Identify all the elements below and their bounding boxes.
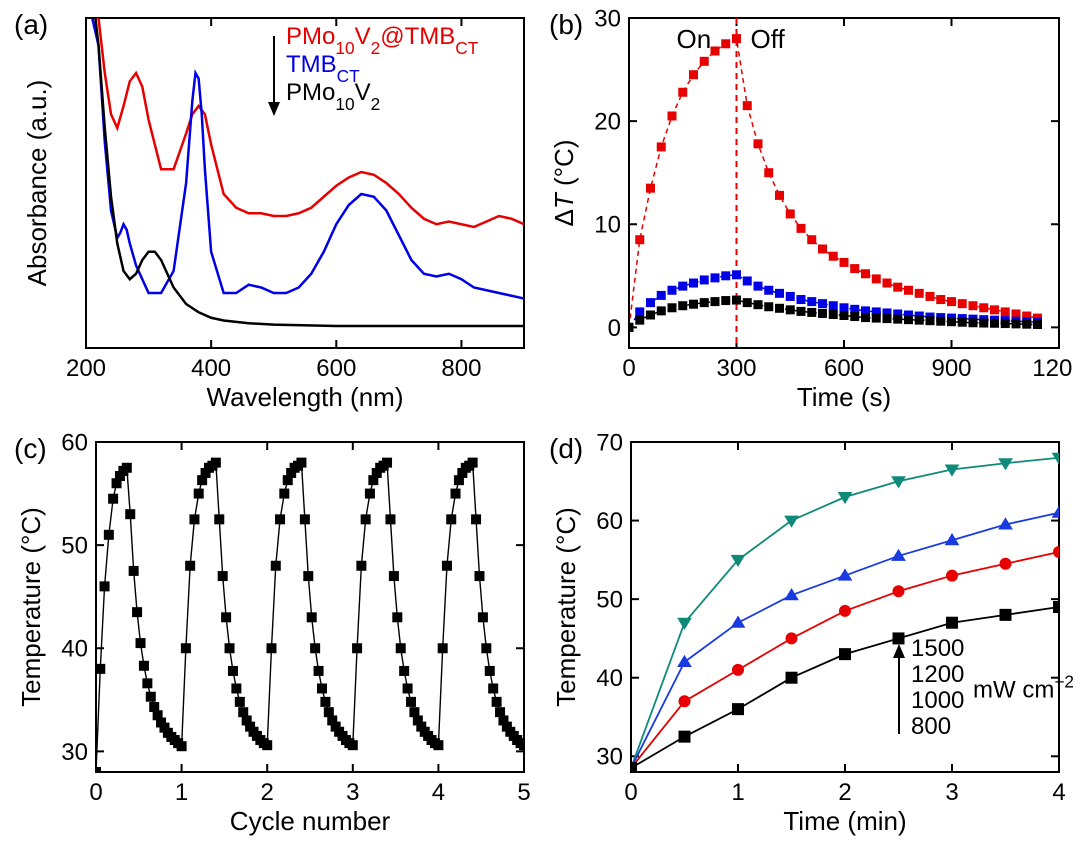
svg-text:Absorbance (a.u.): Absorbance (a.u.) (22, 80, 52, 287)
svg-text:70: 70 (596, 429, 623, 456)
svg-text:Temperature (°C): Temperature (°C) (551, 507, 581, 707)
svg-text:30: 30 (594, 5, 621, 32)
svg-text:50: 50 (61, 533, 88, 560)
svg-text:200: 200 (66, 355, 106, 382)
svg-text:0: 0 (624, 779, 637, 806)
panel-a: 200 400 600 800 Wavelength (nm) Absorbance (a… (4, 4, 539, 428)
svg-text:Time (min): Time (min) (783, 806, 906, 836)
svg-text:2: 2 (838, 779, 851, 806)
svg-text:800: 800 (441, 355, 481, 382)
svg-text:60: 60 (596, 508, 623, 535)
svg-text:10: 10 (594, 212, 621, 239)
svg-text:5: 5 (517, 779, 530, 806)
svg-text:(d): (d) (549, 433, 583, 464)
svg-text:2: 2 (261, 779, 274, 806)
svg-text:Time (s): Time (s) (797, 382, 891, 412)
svg-text:400: 400 (191, 355, 231, 382)
svg-text:600: 600 (824, 355, 864, 382)
svg-text:Wavelength (nm): Wavelength (nm) (207, 382, 404, 412)
svg-text:3: 3 (945, 779, 958, 806)
svg-text:Off: Off (751, 24, 786, 54)
svg-text:Cycle number: Cycle number (230, 806, 391, 836)
svg-text:1500: 1500 (911, 635, 964, 662)
chart-b: 0 300 600 900 1200 0 10 20 30 Time (s) ΔT (°C) On Of… (539, 4, 1073, 428)
chart-d: 0 1 2 3 4 30 40 50 60 70 Time (min) Temperature (°C… (539, 428, 1073, 852)
svg-text:(c): (c) (14, 433, 47, 464)
svg-text:50: 50 (596, 587, 623, 614)
svg-text:1200: 1200 (911, 661, 964, 688)
svg-text:1000: 1000 (911, 687, 964, 714)
svg-text:40: 40 (61, 636, 88, 663)
svg-text:1: 1 (731, 779, 744, 806)
svg-text:4: 4 (1052, 779, 1065, 806)
svg-text:800: 800 (911, 713, 951, 740)
svg-text:30: 30 (61, 739, 88, 766)
svg-text:300: 300 (716, 355, 756, 382)
svg-text:ΔT (°C): ΔT (°C) (549, 140, 579, 227)
panel-b: 0 300 600 900 1200 0 10 20 30 Time (s) ΔT (°C) On Of… (539, 4, 1074, 428)
svg-text:On: On (677, 24, 712, 54)
svg-text:4: 4 (432, 779, 445, 806)
svg-text:(b): (b) (549, 9, 583, 40)
svg-text:0: 0 (608, 315, 621, 342)
svg-text:(a): (a) (14, 9, 48, 40)
figure-grid: 200400600800Wavelength (nm)Absorbance (a… (0, 0, 1080, 856)
svg-text:1200: 1200 (1032, 355, 1073, 382)
panel-d: 0 1 2 3 4 30 40 50 60 70 Time (min) Temperature (°C… (539, 428, 1074, 852)
panel-c: 0 1 2 3 4 5 30 40 50 60 Cycle number Temperature (°… (4, 428, 539, 852)
svg-text:PMo10V2: PMo10V2 (286, 79, 380, 114)
svg-text:0: 0 (622, 355, 635, 382)
svg-text:900: 900 (931, 355, 971, 382)
svg-text:3: 3 (346, 779, 359, 806)
chart-a: 200 400 600 800 Wavelength (nm) Absorbance (a… (4, 4, 538, 428)
svg-text:30: 30 (596, 744, 623, 771)
svg-text:40: 40 (596, 665, 623, 692)
svg-text:0: 0 (89, 779, 102, 806)
chart-c: 0 1 2 3 4 5 30 40 50 60 Cycle number Temperature (°… (4, 428, 538, 852)
svg-text:60: 60 (61, 429, 88, 456)
svg-text:Temperature (°C): Temperature (°C) (16, 507, 46, 707)
svg-text:1: 1 (175, 779, 188, 806)
svg-text:600: 600 (316, 355, 356, 382)
svg-text:20: 20 (594, 109, 621, 136)
